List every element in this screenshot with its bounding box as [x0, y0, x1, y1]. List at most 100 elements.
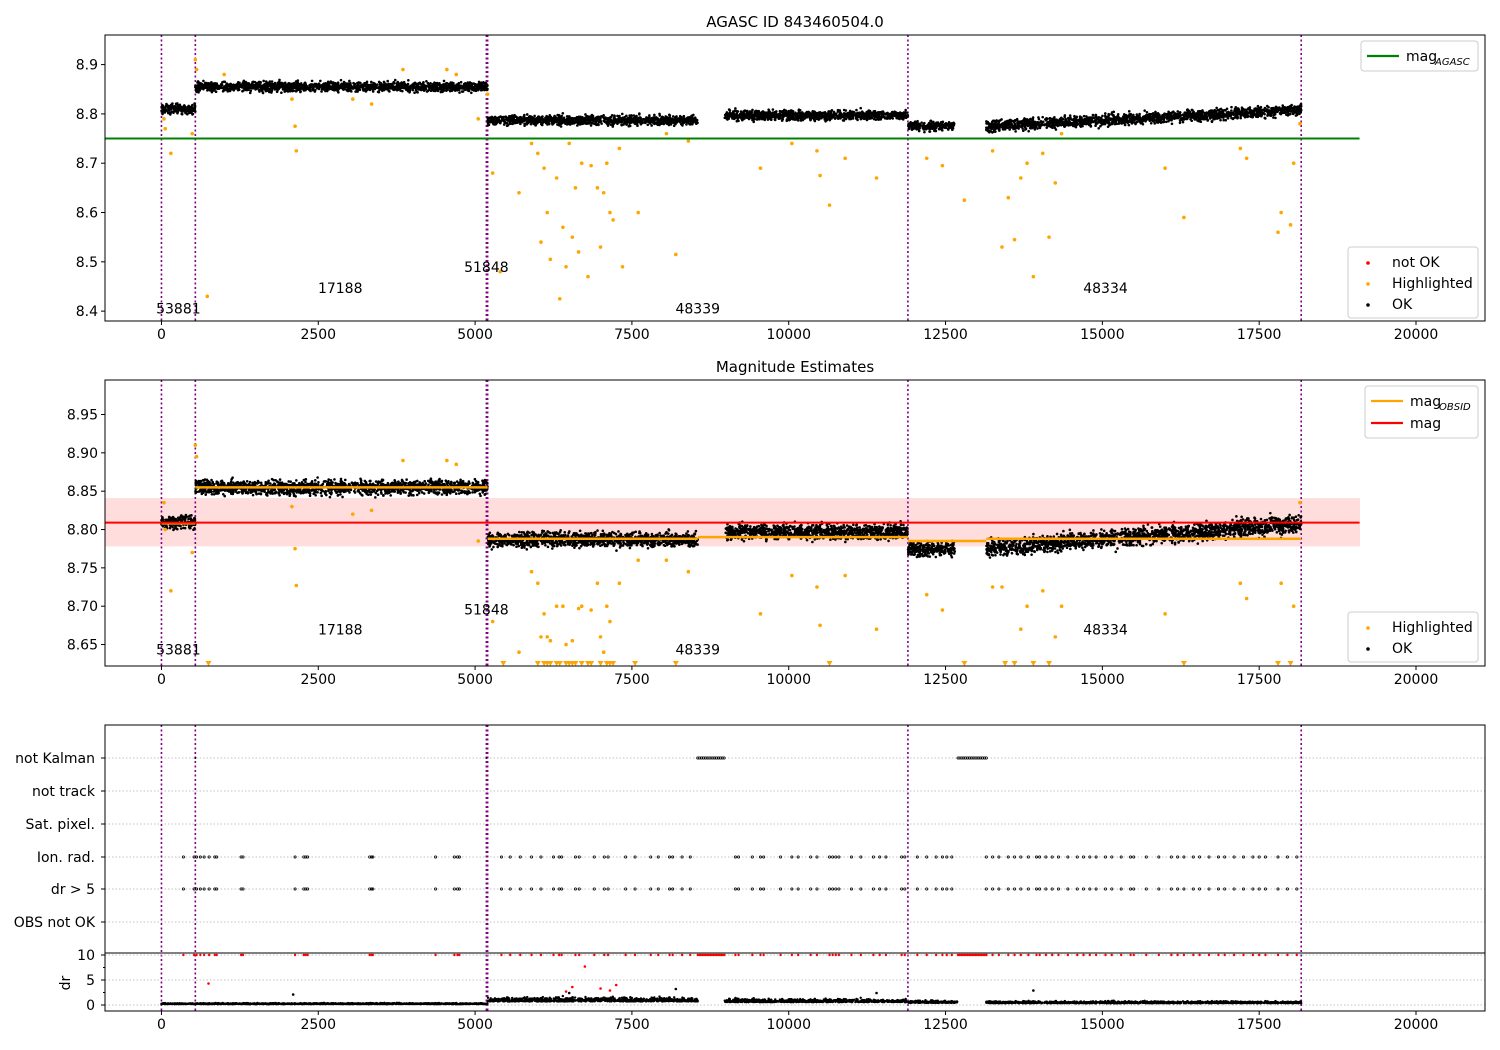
ok-point [638, 112, 641, 115]
ok-point [459, 80, 463, 84]
ok-point [530, 118, 534, 122]
ok-point [571, 118, 575, 122]
ok-point [859, 112, 863, 116]
ok-point [177, 105, 181, 108]
ok-point [233, 84, 237, 87]
ok-point [339, 78, 343, 82]
ok-point [909, 124, 912, 128]
ok-point [389, 82, 392, 86]
ok-point [850, 114, 854, 117]
ok-point [727, 108, 731, 111]
ok-point [839, 115, 842, 118]
ok-point [401, 81, 404, 85]
ok-point [801, 118, 805, 122]
ok-point [480, 87, 484, 90]
ok-point [358, 88, 362, 92]
ok-point [744, 109, 747, 113]
ok-point [411, 88, 415, 92]
ok-point [798, 109, 802, 112]
ok-point [610, 113, 614, 117]
ok-point [620, 123, 624, 127]
ok-point [770, 113, 774, 117]
ok-point [363, 88, 367, 92]
ok-point [278, 78, 281, 82]
ok-point [369, 86, 373, 89]
ok-point [472, 86, 475, 90]
ok-point [592, 122, 596, 125]
ok-point [369, 80, 373, 84]
ok-point [665, 122, 669, 125]
ok-point [781, 117, 785, 121]
ok-point [681, 122, 684, 125]
ok-point [412, 86, 416, 90]
ok-point [855, 108, 858, 112]
ok-point [372, 82, 376, 86]
ok-point [247, 86, 251, 89]
ok-point [342, 88, 345, 91]
ok-point [497, 116, 500, 119]
ok-point [891, 117, 895, 120]
ok-point [169, 111, 173, 114]
ok-point [253, 85, 256, 88]
ok-point [648, 114, 651, 117]
ok-points [194, 78, 489, 95]
ok-point [529, 122, 533, 126]
ok-point [823, 110, 827, 114]
ok-point [419, 88, 423, 92]
ok-point [340, 86, 344, 89]
ok-point [431, 86, 434, 90]
ok-point [835, 112, 838, 116]
ok-point [829, 111, 833, 115]
ok-point [194, 85, 197, 89]
ok-point [789, 109, 793, 112]
ok-point [188, 106, 192, 110]
ok-point [626, 121, 629, 124]
ok-point [725, 111, 729, 114]
ok-point [435, 81, 439, 85]
ok-point [649, 118, 653, 122]
ok-point [667, 123, 671, 127]
ok-point [694, 117, 697, 120]
ok-point [749, 110, 753, 114]
ok-point [213, 88, 216, 92]
ok-point [182, 105, 185, 109]
ok-point [1143, 109, 1146, 112]
ok-point [395, 82, 399, 85]
ok-point [529, 116, 533, 120]
ok-point [758, 113, 762, 117]
ok-point [244, 81, 248, 85]
ok-point [613, 121, 617, 124]
ok-point [474, 89, 478, 93]
ok-point [161, 104, 164, 107]
ok-point [590, 121, 593, 125]
ok-point [918, 124, 921, 128]
ok-point [166, 110, 169, 113]
ok-point [380, 85, 384, 88]
ok-point [865, 117, 868, 121]
ok-point [933, 127, 937, 131]
ok-point [751, 115, 754, 119]
ok-point [175, 102, 179, 105]
ok-point [644, 118, 647, 122]
ok-point [525, 113, 529, 116]
ok-point [169, 103, 173, 107]
ok-point [259, 81, 262, 85]
ok-point [477, 80, 481, 84]
ok-point [483, 87, 487, 90]
ok-point [851, 110, 854, 114]
ok-point [453, 84, 457, 88]
ok-point [398, 82, 402, 85]
ok-point [448, 84, 452, 88]
ok-point [348, 79, 351, 83]
ok-point [631, 119, 635, 122]
ok-point [813, 112, 817, 116]
ok-point [221, 89, 225, 93]
ok-point [659, 117, 663, 120]
ok-point [413, 91, 416, 94]
ok-point [250, 86, 254, 90]
ok-point [794, 111, 797, 115]
ok-point [891, 113, 895, 117]
ok-point [553, 115, 556, 119]
ok-point [412, 83, 416, 87]
